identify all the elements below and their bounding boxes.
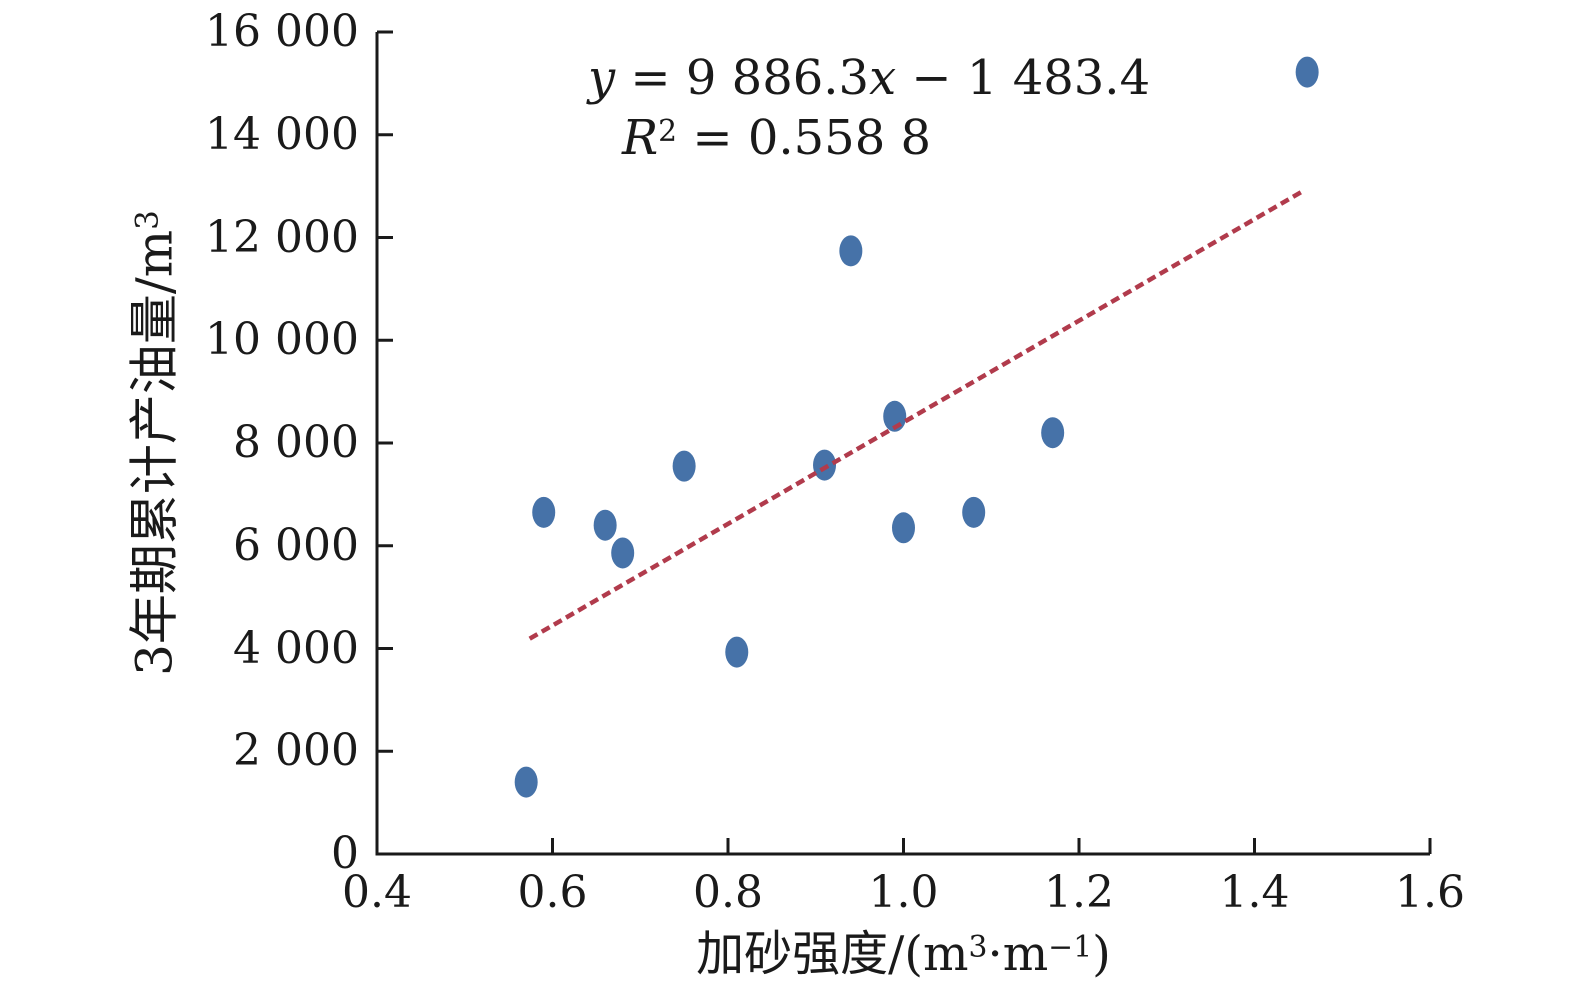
data-point: [725, 636, 749, 668]
x-axis-title-text: 加砂强度/(m: [696, 926, 969, 982]
r-var: R: [622, 110, 659, 166]
r-squared-line: R2 = 0.558 8: [622, 108, 1150, 175]
x-tick-label: 0.8: [693, 867, 763, 918]
equation-line: y = 9 886.3x − 1 483.4: [588, 48, 1150, 108]
data-point: [532, 496, 556, 528]
x-tick-label: 0.4: [342, 867, 412, 918]
x-tick-label: 1.4: [1219, 867, 1290, 918]
x-axis-title: 加砂强度/(m3·m−1): [377, 922, 1430, 993]
data-point: [611, 537, 635, 569]
trendline-equation: y = 9 886.3x − 1 483.4 R2 = 0.558 8: [588, 48, 1150, 175]
y-tick-label: 12 000: [205, 211, 359, 263]
y-tick-label: 2 000: [233, 725, 359, 777]
y-tick-label: 14 000: [205, 108, 359, 160]
y-tick-label: 8 000: [233, 417, 359, 468]
data-point: [839, 235, 863, 267]
r-squared-value: = 0.558 8: [677, 110, 932, 166]
equation-y-var: y: [588, 50, 616, 106]
data-point: [962, 496, 986, 528]
data-point: [892, 512, 915, 544]
equation-x-var: x: [869, 50, 897, 106]
equation-tail: − 1 483.4: [896, 50, 1151, 106]
y-tick-label: 6 000: [233, 519, 359, 571]
data-point: [1295, 56, 1319, 88]
data-point: [672, 450, 696, 482]
y-tick-label: 10 000: [205, 314, 359, 366]
x-tick-label: 1.0: [868, 867, 939, 918]
x-tick-label: 1.6: [1395, 867, 1465, 918]
x-tick-label: 0.6: [517, 867, 588, 918]
y-tick-label: 0: [331, 828, 359, 879]
r-superscript: 2: [658, 113, 678, 149]
x-axis-title-close-paren: ): [1092, 926, 1111, 982]
x-axis-title-superscript-minus1: −1: [1048, 929, 1093, 965]
y-tick-label: 16 000: [205, 6, 359, 57]
y-tick-label: 4 000: [233, 622, 359, 674]
data-point: [1041, 417, 1065, 449]
data-point: [813, 449, 837, 481]
data-point: [593, 509, 617, 541]
data-point: [514, 766, 538, 798]
equation-mid: = 9 886.3: [615, 50, 870, 106]
x-tick-label: 1.2: [1044, 867, 1114, 918]
trend-line: [528, 188, 1306, 641]
x-axis-title-superscript-3: 3: [968, 929, 988, 965]
x-axis-title-dot-m: ·m: [987, 926, 1049, 982]
